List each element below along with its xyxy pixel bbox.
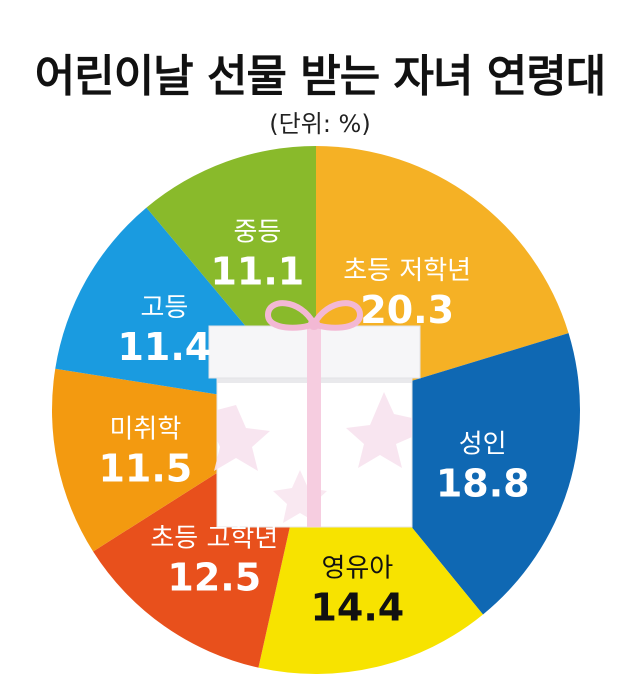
slice-value-label: 11.1 bbox=[210, 250, 304, 294]
slice-category-label: 고등 bbox=[140, 293, 188, 323]
chart-subtitle: (단위: %) bbox=[269, 110, 371, 138]
slice-category-label: 성인 bbox=[459, 430, 507, 460]
slice-category-label: 초등 고학년 bbox=[150, 524, 278, 554]
gift-box-icon bbox=[208, 300, 421, 528]
slice-value-label: 20.3 bbox=[360, 288, 454, 332]
chart-title: 어린이날 선물 받는 자녀 연령대 bbox=[34, 51, 607, 102]
slice-category-label: 영유아 bbox=[321, 554, 393, 584]
slice-value-label: 14.4 bbox=[310, 586, 404, 630]
slice-value-label: 12.5 bbox=[167, 556, 261, 600]
slice-value-label: 18.8 bbox=[436, 462, 530, 506]
slice-value-label: 11.4 bbox=[117, 325, 211, 369]
slice-category-label: 중등 bbox=[233, 218, 281, 248]
slice-value-label: 11.5 bbox=[98, 446, 192, 490]
slice-category-label: 미취학 bbox=[109, 414, 181, 444]
slice-category-label: 초등 저학년 bbox=[343, 256, 471, 286]
